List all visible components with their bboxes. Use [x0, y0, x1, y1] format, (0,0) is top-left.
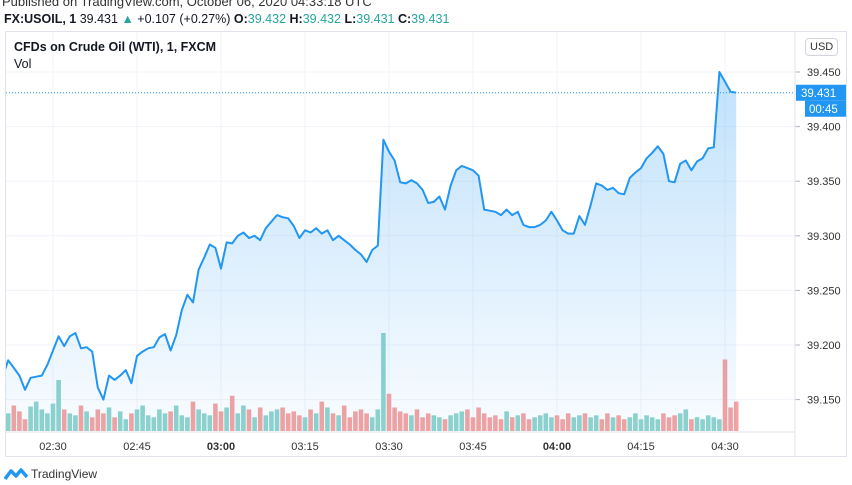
open-label: O:: [233, 12, 248, 26]
up-arrow-icon: ▲: [121, 12, 134, 26]
brand-name: TradingView: [31, 467, 98, 481]
price-change: +0.107 (+0.27%): [137, 12, 231, 26]
low-value: 39.431: [356, 12, 395, 26]
high-label: H:: [289, 12, 303, 26]
y-tick-label: 39.350: [807, 176, 841, 188]
volume-legend: Vol: [14, 57, 32, 71]
x-tick-label: 04:30: [711, 441, 739, 453]
y-tick-label: 39.150: [807, 395, 841, 407]
close-value: 39.431: [411, 12, 450, 26]
x-tick-label: 03:15: [291, 441, 319, 453]
y-tick-label: 39.300: [807, 231, 841, 243]
price-area-fill: [6, 72, 737, 431]
x-tick-label: 02:45: [123, 441, 151, 453]
currency-button[interactable]: USD: [805, 38, 839, 56]
last-price-badge-label: 39.431: [801, 88, 836, 100]
x-tick-label: 04:15: [627, 441, 655, 453]
countdown-badge: [805, 100, 846, 117]
volume-bar: [0, 402, 5, 431]
last-price-badge: [796, 84, 846, 101]
y-tick-label: 39.400: [807, 122, 841, 134]
last-price: 39.431: [79, 12, 118, 26]
published-caption: Published on TradingView.com, October 06…: [2, 0, 372, 9]
countdown-label: 00:45: [809, 104, 838, 116]
symbol-bar: FX:USOIL, 1 39.431 ▲ +0.107 (+0.27%) O:3…: [4, 12, 449, 26]
tradingview-logo-icon: [4, 468, 28, 481]
x-tick-label: 03:00: [207, 441, 235, 453]
x-tick-label: 03:30: [375, 441, 403, 453]
x-tick-label: 03:45: [459, 441, 487, 453]
y-tick-label: 39.200: [807, 340, 841, 352]
symbol-name: FX:USOIL, 1: [4, 12, 77, 26]
low-label: L:: [344, 12, 357, 26]
chart-pane[interactable]: [5, 31, 847, 457]
x-tick-label: 04:00: [543, 441, 571, 453]
y-tick-label: 39.250: [807, 285, 841, 297]
y-tick-label: 39.450: [807, 67, 841, 79]
chart-legend-title: CFDs on Crude Oil (WTI), 1, FXCM: [14, 40, 217, 54]
high-value: 39.432: [302, 12, 341, 26]
price-line: [6, 71, 737, 401]
close-label: C:: [397, 12, 412, 26]
open-value: 39.432: [247, 12, 287, 26]
x-tick-label: 02:30: [39, 441, 67, 453]
tradingview-logo[interactable]: TradingView: [4, 467, 97, 481]
